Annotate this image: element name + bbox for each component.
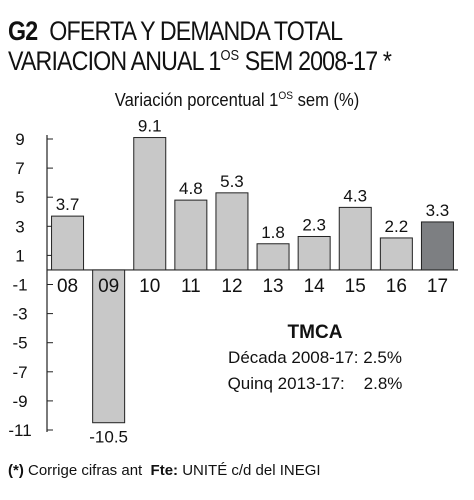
bar <box>256 243 290 271</box>
bar <box>133 137 167 271</box>
y-tick-label: -5 <box>12 334 27 353</box>
bar <box>51 215 85 271</box>
bar <box>379 237 413 271</box>
data-label: 5.3 <box>220 172 244 191</box>
data-label: -10.5 <box>89 428 128 447</box>
chart-title-text-1: OFERTA Y DEMANDA TOTAL <box>49 16 343 46</box>
data-label: 1.8 <box>261 223 285 242</box>
chart-footer: (*) Corrige cifras ant Fte: UNITÉ c/d de… <box>8 462 321 479</box>
x-tick-label: 14 <box>304 276 326 297</box>
chart-code: G2 <box>8 16 38 46</box>
tmca-quinquennium-line: Quinq 2013-17: 2.8% <box>227 374 403 393</box>
y-tick-label: 1 <box>15 246 24 265</box>
data-label: 2.3 <box>302 215 326 234</box>
data-label: 4.8 <box>179 179 203 198</box>
y-tick-label: 5 <box>15 188 24 207</box>
x-tick-label: 15 <box>345 276 366 297</box>
tmca-decade-line: Década 2008-17: 2.5% <box>228 348 402 367</box>
chart-subtitle: Variación porcentual 1OS sem (%) <box>19 90 455 111</box>
chart-title-superscript: OS <box>220 47 240 64</box>
x-tick-label: 11 <box>181 276 201 297</box>
data-label: 3.7 <box>56 195 80 214</box>
y-tick-label: 3 <box>15 217 24 236</box>
x-tick-label: 12 <box>221 276 242 297</box>
source-text: UNITÉ c/d del INEGI <box>178 462 321 479</box>
note-mark: (*) <box>8 462 24 479</box>
bar <box>338 206 372 271</box>
y-tick-label: -11 <box>8 421 31 440</box>
subtitle-text-b: sem (%) <box>292 90 360 110</box>
note-text: Corrige cifras ant <box>23 462 151 479</box>
y-tick-label: -3 <box>12 305 27 324</box>
bar <box>215 192 249 271</box>
x-tick-label: 10 <box>139 276 160 297</box>
chart-title-line-1: G2 OFERTA Y DEMANDA TOTAL <box>8 16 343 47</box>
x-tick-label: 13 <box>262 276 283 297</box>
data-label: 2.2 <box>385 217 409 236</box>
data-label: 4.3 <box>343 186 367 205</box>
x-tick-label: 16 <box>386 276 407 297</box>
chart-title-line-2: VARIACION ANUAL 1OS SEM 2008-17 * <box>8 46 392 77</box>
bar <box>420 221 454 271</box>
bar <box>297 235 331 271</box>
y-tick-label: 7 <box>15 159 24 178</box>
x-tick-label: 17 <box>427 276 448 297</box>
tmca-title: TMCA <box>287 322 343 343</box>
chart-title-text-2a: VARIACION ANUAL 1 <box>8 46 221 76</box>
y-tick-label: -1 <box>12 276 27 295</box>
bar <box>92 269 126 424</box>
y-tick-label: -7 <box>12 363 27 382</box>
x-tick-label: 09 <box>98 276 119 297</box>
bar <box>174 199 208 271</box>
source-label: Fte: <box>150 462 179 479</box>
subtitle-text-a: Variación porcentual 1 <box>114 90 279 110</box>
subtitle-superscript: OS <box>278 90 293 102</box>
x-tick-label: 08 <box>57 276 78 297</box>
data-label: 9.1 <box>138 117 162 136</box>
chart-title-text-2b: SEM 2008-17 * <box>239 46 392 76</box>
y-tick-label: 9 <box>15 130 24 149</box>
y-tick-label: -9 <box>12 392 27 411</box>
data-label: 3.3 <box>426 201 450 220</box>
